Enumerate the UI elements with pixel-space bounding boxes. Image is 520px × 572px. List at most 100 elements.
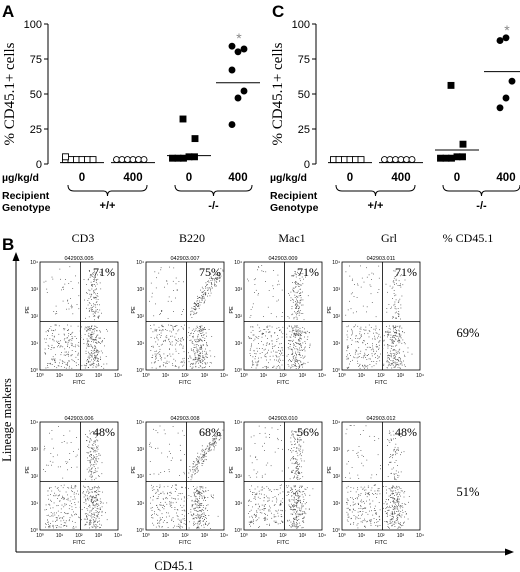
fitc-axis-label: FITC: [375, 540, 387, 546]
event-dots: [248, 425, 314, 529]
fitc-axis-label: FITC: [73, 380, 85, 386]
y-decade-label: 10⁰: [30, 528, 38, 534]
data-point-square: [89, 156, 97, 164]
x-decade-label: 10⁴: [220, 373, 228, 379]
x-decade-label: 10²: [181, 533, 189, 539]
column-header-mac1: Mac1: [278, 231, 305, 245]
event-dots: [345, 265, 413, 369]
x-decade-label: 10⁴: [318, 533, 326, 539]
x-decade-label: 10³: [95, 373, 103, 379]
pe-axis-label: PE: [327, 466, 333, 474]
quadrant-percent: 48%: [93, 425, 115, 439]
y-tick-label: 50: [298, 89, 310, 101]
dose-value-label: 0: [79, 172, 85, 184]
chart-panel-a: % CD45.1+ cells 0 25 50 75 100 0 400 0 400 * µg/kg/…: [2, 19, 260, 214]
quadrant-percent: 71%: [297, 265, 319, 279]
flow-plot-frame: [341, 421, 421, 531]
event-dots: [345, 425, 410, 529]
x-decade-label: 10⁰: [240, 533, 248, 539]
y-decade-label: 10⁴: [136, 260, 144, 266]
x-decade-label: 10¹: [162, 373, 170, 379]
y-decade-label: 10³: [31, 287, 39, 293]
x-decade-label: 10⁰: [36, 533, 44, 539]
data-point-circle: [508, 77, 516, 85]
y-decade-label: 10⁴: [30, 420, 38, 426]
fitc-axis-label: FITC: [179, 380, 191, 386]
y-tick-label: 25: [30, 124, 42, 136]
y-decade-label: 10⁰: [136, 368, 144, 374]
sample-id: 042903.009: [268, 256, 297, 262]
genotype-bracket: [67, 184, 148, 197]
x-decade-label: 10⁴: [220, 533, 228, 539]
x-decade-label: 10⁴: [114, 373, 122, 379]
column-header-cd3: CD3: [72, 231, 95, 245]
y-decade-label: 10²: [333, 314, 341, 320]
genotype-bracket: [335, 184, 416, 197]
y-decade-label: 10⁰: [136, 528, 144, 534]
sample-id: 042903.005: [64, 256, 93, 262]
y-decade-label: 10¹: [31, 501, 39, 507]
y-decade-label: 10³: [235, 287, 243, 293]
pe-axis-label: PE: [131, 466, 137, 474]
y-tick-label: 0: [304, 159, 310, 171]
y-decade-label: 10³: [235, 447, 243, 453]
genotype-bracket: [174, 184, 253, 197]
panel-letter-b: B: [2, 235, 14, 254]
x-decade-label: 10⁰: [338, 373, 346, 379]
y-decade-label: 10⁴: [234, 260, 242, 266]
x-decade-label: 10³: [95, 533, 103, 539]
cd45-axis-arrow: [505, 548, 514, 556]
fitc-axis-label: FITC: [277, 380, 289, 386]
y-decade-label: 10¹: [333, 341, 341, 347]
fitc-axis-label: FITC: [277, 540, 289, 546]
column-header-b220: B220: [179, 231, 205, 245]
pe-axis-label: PE: [229, 306, 235, 314]
x-decade-label: 10²: [75, 373, 83, 379]
quadrant-percent: 71%: [93, 265, 115, 279]
pe-axis-label: PE: [327, 306, 333, 314]
sample-id: 042903.011: [367, 256, 396, 262]
flow-plot-frame: [145, 261, 225, 371]
genotype-label: -/-: [208, 200, 219, 212]
x-decade-label: 10¹: [56, 533, 64, 539]
y-decade-label: 10³: [137, 287, 145, 293]
y-tick-label: 0: [36, 159, 42, 171]
sample-id: 042903.007: [170, 256, 199, 262]
quadrant-percent: 75%: [199, 265, 221, 279]
y-decade-label: 10²: [31, 314, 39, 320]
x-decade-label: 10²: [181, 373, 189, 379]
lineage-axis-arrow: [12, 252, 20, 261]
genotype-label: +/+: [100, 200, 116, 212]
data-point-circle: [240, 87, 248, 95]
data-point-circle: [408, 156, 416, 164]
data-point-circle: [228, 42, 236, 50]
genotype-label: +/+: [368, 200, 384, 212]
data-point-square: [191, 153, 198, 161]
genotype-bracket: [442, 184, 520, 197]
y-tick-label: 100: [24, 19, 42, 31]
column-header-grl: Grl: [381, 231, 398, 245]
sample-id: 042903.006: [64, 416, 93, 422]
x-decade-label: 10³: [201, 373, 209, 379]
y-decade-label: 10¹: [31, 341, 39, 347]
pe-axis-label: PE: [229, 466, 235, 474]
y-decade-label: 10⁴: [332, 260, 340, 266]
genotype-label: -/-: [476, 200, 487, 212]
dose-row-label: µg/kg/d: [270, 172, 307, 184]
flow-plot-frame: [243, 261, 323, 371]
significance-asterisk: *: [504, 22, 510, 38]
y-tick-label: 75: [30, 54, 42, 66]
data-point-circle: [502, 34, 510, 42]
x-decade-label: 10¹: [260, 373, 268, 379]
event-dots: [247, 265, 311, 369]
y-decade-label: 10⁴: [234, 420, 242, 426]
data-point-circle: [234, 48, 242, 56]
